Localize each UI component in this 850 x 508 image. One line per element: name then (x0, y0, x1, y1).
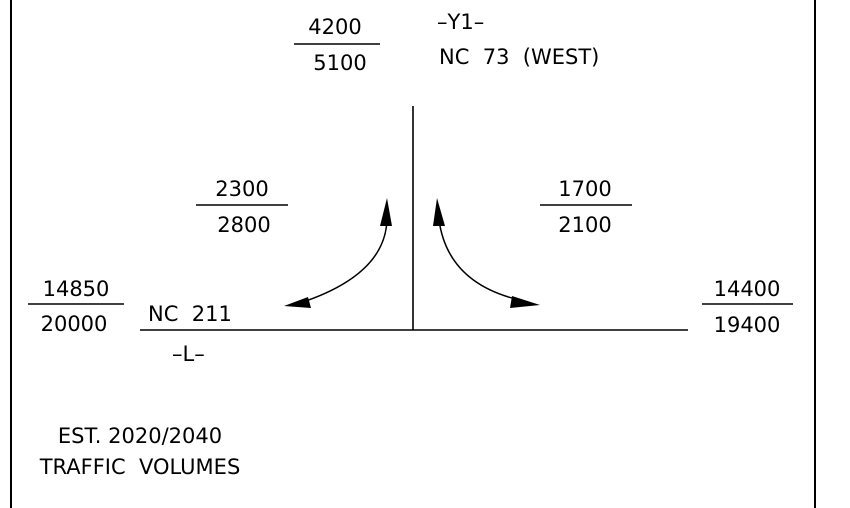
left-turn-volume-2040: 2800 (217, 213, 270, 237)
north-volume-2020: 4200 (308, 15, 361, 39)
right-turn-volume-2040: 2100 (558, 213, 611, 237)
footer-estimate-years: EST. 2020/2040 (58, 424, 222, 448)
west-route-marker: –L– (172, 342, 205, 366)
left-turn-volume-2020: 2300 (215, 177, 268, 201)
footer-title: TRAFFIC VOLUMES (39, 455, 241, 479)
west-volume-2020: 14850 (43, 277, 110, 301)
north-route-name: NC 73 (WEST) (439, 45, 599, 69)
right-turn-arrowhead-up (433, 198, 445, 226)
left-turn-arrowhead-left (284, 297, 311, 308)
right-turn-volume-2020: 1700 (558, 177, 611, 201)
east-volume-2020: 14400 (714, 277, 781, 301)
right-turn-arc (438, 219, 525, 302)
north-volume-2040: 5100 (313, 51, 366, 75)
left-turn-arc (299, 219, 388, 304)
north-route-marker: –Y1– (437, 10, 484, 34)
left-turn-arrowhead-up (380, 198, 392, 226)
west-volume-2040: 20000 (41, 312, 108, 336)
right-turn-arrowhead-right (510, 296, 540, 308)
west-route-name: NC 211 (148, 302, 232, 326)
east-volume-2040: 19400 (714, 313, 781, 337)
